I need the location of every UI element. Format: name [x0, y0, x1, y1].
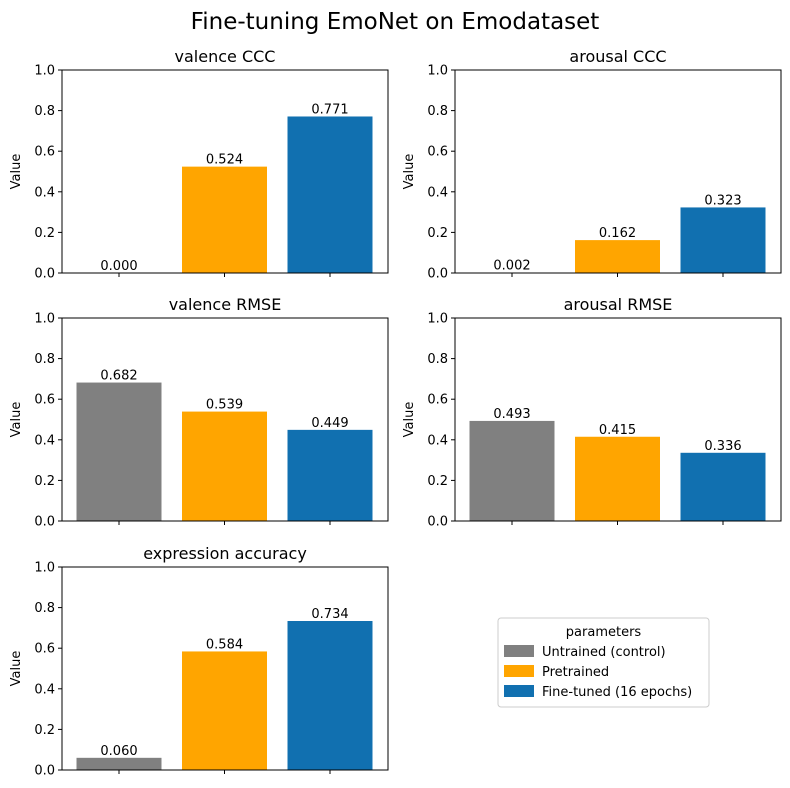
legend-entry-label: Fine-tuned (16 epochs)	[542, 685, 692, 700]
y-tick-label: 0.0	[34, 267, 55, 282]
legend-swatch-2	[504, 685, 534, 697]
y-tick-label: 0.4	[427, 433, 448, 448]
axes-layer: valence CCC Value 0.0 0.2 0.4 0.6 0.8 1.0 0.000 0…	[9, 47, 782, 779]
subplot-title: valence CCC	[175, 47, 276, 66]
y-tick-label: 0.0	[34, 764, 55, 779]
y-tick-label: 0.6	[34, 145, 55, 160]
bar-value-label: 0.000	[100, 259, 137, 274]
y-axis-label: Value	[9, 651, 24, 687]
y-tick-label: 0.6	[34, 393, 55, 408]
bar-2	[680, 207, 766, 273]
y-axis-label: Value	[9, 154, 24, 190]
subplot-title: arousal RMSE	[564, 295, 673, 314]
legend-swatch-0	[504, 645, 534, 657]
bar-1	[182, 166, 267, 273]
y-tick-label: 0.2	[427, 474, 448, 489]
subplot-2: arousal CCC Value 0.0 0.2 0.4 0.6 0.8 1.0 0.002 0…	[402, 47, 782, 282]
y-tick-label: 0.0	[427, 515, 448, 530]
bar-1	[182, 411, 267, 521]
y-tick-label: 0.8	[34, 104, 55, 119]
y-tick-label: 0.2	[427, 226, 448, 241]
bar-value-label: 0.449	[311, 416, 348, 431]
y-tick-label: 0.0	[34, 515, 55, 530]
legend-entry-label: Untrained (control)	[542, 645, 666, 660]
y-tick-label: 0.4	[427, 185, 448, 200]
subplot-5: expression accuracy Value 0.0 0.2 0.4 0.6 0.8 1…	[9, 544, 389, 779]
y-tick-label: 0.8	[34, 352, 55, 367]
bar-0	[76, 382, 162, 521]
y-tick-label: 1.0	[34, 64, 55, 79]
subplot-1: valence CCC Value 0.0 0.2 0.4 0.6 0.8 1.0 0.000 0…	[9, 47, 389, 282]
bar-value-label: 0.060	[100, 744, 137, 759]
axes-frame	[61, 566, 389, 771]
figure-title: Fine-tuning EmoNet on Emodataset	[191, 9, 600, 35]
y-tick-label: 0.8	[427, 352, 448, 367]
subplot-4: arousal RMSE Value 0.0 0.2 0.4 0.6 0.8 1.0 0.493…	[402, 295, 782, 530]
y-tick-label: 0.6	[427, 393, 448, 408]
subplot-title: valence RMSE	[169, 295, 282, 314]
bar-0	[76, 757, 162, 770]
y-axis-label: Value	[402, 154, 417, 190]
axes-frame	[61, 317, 389, 522]
legend: parameters Untrained (control) Pretrained F…	[497, 617, 710, 708]
y-tick-label: 0.4	[34, 682, 55, 697]
bar-1	[182, 651, 267, 770]
y-tick-label: 1.0	[427, 312, 448, 327]
bar-2	[287, 116, 373, 273]
y-tick-label: 0.0	[427, 267, 448, 282]
y-axis-label: Value	[9, 402, 24, 438]
bar-value-label: 0.584	[206, 637, 243, 652]
y-tick-label: 0.6	[34, 642, 55, 657]
y-tick-label: 1.0	[427, 64, 448, 79]
legend-frame	[497, 617, 710, 708]
bar-1	[575, 436, 660, 521]
y-tick-label: 1.0	[34, 561, 55, 576]
y-tick-label: 0.8	[34, 601, 55, 616]
y-tick-label: 0.4	[34, 433, 55, 448]
y-tick-label: 0.8	[427, 104, 448, 119]
legend-entry-label: Pretrained	[542, 665, 609, 680]
bar-value-label: 0.524	[206, 153, 243, 168]
bar-2	[287, 429, 373, 521]
bar-value-label: 0.682	[100, 369, 137, 384]
bar-2	[680, 452, 766, 521]
bar-value-label: 0.539	[206, 398, 243, 413]
bar-value-label: 0.162	[599, 226, 636, 241]
bar-value-label: 0.493	[493, 407, 530, 422]
bar-value-label: 0.415	[599, 423, 636, 438]
bar-value-label: 0.002	[493, 259, 530, 274]
subplot-3: valence RMSE Value 0.0 0.2 0.4 0.6 0.8 1.0 0.682…	[9, 295, 389, 530]
legend-swatch-1	[504, 665, 534, 677]
bar-1	[575, 240, 660, 273]
y-tick-label: 0.6	[427, 145, 448, 160]
y-tick-label: 0.2	[34, 474, 55, 489]
bar-value-label: 0.734	[311, 607, 348, 622]
bar-0	[469, 420, 555, 521]
axes-frame	[454, 69, 782, 274]
subplot-title: expression accuracy	[143, 544, 307, 563]
bar-value-label: 0.336	[704, 439, 741, 454]
y-tick-label: 0.4	[34, 185, 55, 200]
y-tick-label: 0.2	[34, 226, 55, 241]
axes-frame	[61, 69, 389, 274]
y-tick-label: 0.2	[34, 723, 55, 738]
bar-value-label: 0.323	[704, 193, 741, 208]
legend-title: parameters	[566, 625, 642, 640]
axes-frame	[454, 317, 782, 522]
bar-2	[287, 620, 373, 770]
y-tick-label: 1.0	[34, 312, 55, 327]
y-axis-label: Value	[402, 402, 417, 438]
bar-value-label: 0.771	[311, 102, 348, 117]
subplot-title: arousal CCC	[569, 47, 666, 66]
